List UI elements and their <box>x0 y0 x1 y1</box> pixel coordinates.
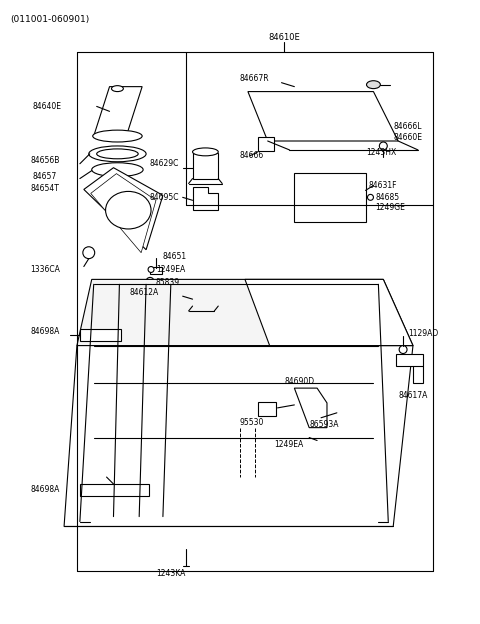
Text: 1243KA: 1243KA <box>156 570 185 578</box>
Text: 84695C: 84695C <box>149 193 179 202</box>
Polygon shape <box>80 484 149 496</box>
Polygon shape <box>94 87 142 136</box>
Ellipse shape <box>89 146 146 162</box>
Text: 1243HX: 1243HX <box>367 149 397 157</box>
Text: 84666L: 84666L <box>393 122 422 130</box>
Ellipse shape <box>192 148 218 156</box>
Polygon shape <box>80 329 121 341</box>
Ellipse shape <box>111 85 123 92</box>
Text: 1249EA: 1249EA <box>275 440 304 449</box>
Text: 84617A: 84617A <box>398 391 428 399</box>
Polygon shape <box>64 346 413 527</box>
Text: 84685: 84685 <box>375 193 399 202</box>
Ellipse shape <box>96 149 138 158</box>
Polygon shape <box>248 92 398 141</box>
Text: 1336CA: 1336CA <box>30 265 60 274</box>
Circle shape <box>368 195 373 200</box>
Polygon shape <box>91 173 156 253</box>
Polygon shape <box>396 354 423 383</box>
Text: 84690D: 84690D <box>285 377 314 386</box>
Text: 84631F: 84631F <box>369 181 397 190</box>
Text: 84629C: 84629C <box>149 159 179 168</box>
Text: 84657: 84657 <box>33 172 57 181</box>
Text: 84656B: 84656B <box>30 156 60 165</box>
Polygon shape <box>84 168 163 250</box>
Polygon shape <box>192 187 218 210</box>
Text: (011001-060901): (011001-060901) <box>11 15 90 24</box>
Text: 1249EA: 1249EA <box>156 265 185 274</box>
Text: 84610E: 84610E <box>269 32 300 42</box>
Circle shape <box>83 246 95 258</box>
Text: 84666: 84666 <box>240 152 264 160</box>
Text: 85839: 85839 <box>156 278 180 287</box>
Text: 1129AD: 1129AD <box>408 329 438 338</box>
Ellipse shape <box>106 192 151 229</box>
Text: 84612A: 84612A <box>129 288 158 297</box>
Ellipse shape <box>93 130 142 142</box>
Bar <box>192 285 218 306</box>
Circle shape <box>148 266 154 273</box>
Polygon shape <box>245 280 413 346</box>
Text: 84698A: 84698A <box>30 485 60 494</box>
Text: 84640E: 84640E <box>33 102 61 111</box>
Bar <box>294 173 366 222</box>
Text: 84660E: 84660E <box>393 132 422 142</box>
Text: 84651: 84651 <box>163 252 187 261</box>
Bar <box>150 266 162 275</box>
Polygon shape <box>77 280 413 346</box>
Text: 1249GE: 1249GE <box>375 203 405 212</box>
Text: 86593A: 86593A <box>309 420 339 429</box>
Text: 95530: 95530 <box>240 418 264 427</box>
Circle shape <box>379 142 387 150</box>
Bar <box>258 137 274 151</box>
Polygon shape <box>294 388 327 427</box>
Circle shape <box>146 278 154 285</box>
Ellipse shape <box>367 80 380 89</box>
Ellipse shape <box>92 163 143 177</box>
Circle shape <box>399 346 407 354</box>
Bar <box>258 402 276 416</box>
Bar <box>192 153 218 178</box>
Text: 84654T: 84654T <box>30 184 60 193</box>
Text: 84698A: 84698A <box>30 327 60 336</box>
Text: 84667R: 84667R <box>240 74 270 83</box>
